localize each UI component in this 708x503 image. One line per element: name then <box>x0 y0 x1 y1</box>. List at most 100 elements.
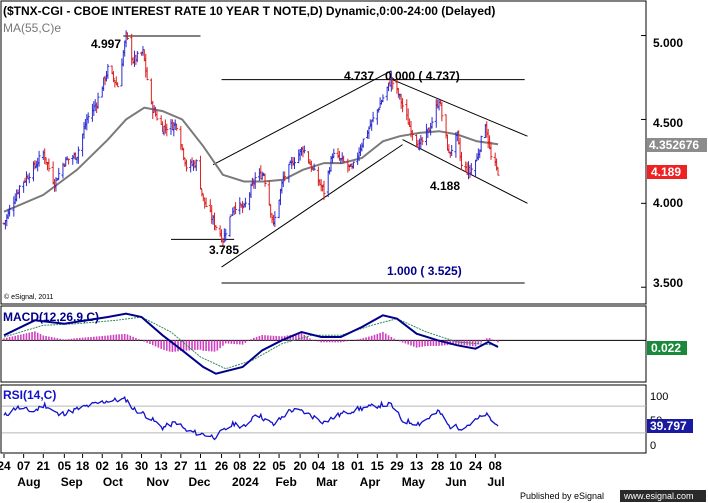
x-day-label: 15 <box>371 459 385 473</box>
price-bar <box>194 159 198 172</box>
price-bar <box>47 158 51 172</box>
macd-value-badge <box>647 341 687 355</box>
fib-0-label: 0.000 ( 4.737) <box>385 69 460 83</box>
price-bar <box>214 225 218 231</box>
x-day-label: 07 <box>17 459 31 473</box>
trendline-channel-upper <box>212 70 392 166</box>
x-day-label: 21 <box>37 459 51 473</box>
x-day-label: 04 <box>312 459 326 473</box>
footer-published: Published by eSignal <box>520 491 604 501</box>
price-bar <box>37 150 41 167</box>
rsi-panel-frame <box>0 384 647 454</box>
price-tick-4500: 4.500 <box>653 116 683 130</box>
x-month-label: Feb <box>275 475 296 489</box>
price-bar <box>17 185 21 199</box>
price-bar <box>54 177 58 192</box>
x-day-label: 24 <box>0 459 11 473</box>
price-bar <box>165 123 169 137</box>
macd-signal-line <box>3 316 499 370</box>
rsi-line <box>3 396 499 441</box>
x-day-label: 08 <box>233 459 247 473</box>
price-bar <box>27 172 31 184</box>
price-bar <box>440 101 444 122</box>
price-bar <box>228 216 232 237</box>
price-bar <box>224 228 228 242</box>
x-day-label: 27 <box>174 459 188 473</box>
x-day-label: 13 <box>410 459 424 473</box>
x-month-label: May <box>402 475 426 489</box>
x-month-label: Aug <box>17 475 40 489</box>
price-bar <box>420 137 424 146</box>
trendline-channel-lower <box>221 144 403 268</box>
price-bar <box>361 138 365 148</box>
price-bar <box>184 159 188 172</box>
price-bar <box>450 144 454 157</box>
ma-indicator-label: MA(55,C)e <box>3 21 61 35</box>
x-day-label: 02 <box>96 459 110 473</box>
ma-55-line <box>3 106 499 213</box>
price-tick-5000: 5.000 <box>653 36 683 50</box>
price-bar <box>479 135 483 153</box>
price-bar <box>96 92 100 109</box>
price-bar <box>263 173 267 187</box>
price-bar <box>126 32 129 40</box>
price-bar <box>67 158 71 165</box>
macd-value-text: 0.022 <box>651 341 681 355</box>
price-bar <box>391 78 395 90</box>
price-bar <box>273 211 277 228</box>
ma-value-badge <box>647 138 707 152</box>
x-month-label: Sep <box>61 475 83 489</box>
x-day-label: 10 <box>449 459 463 473</box>
x-day-label: 28 <box>431 459 445 473</box>
price-bar <box>116 82 120 88</box>
x-day-label: 13 <box>155 459 169 473</box>
x-day-label: 29 <box>390 459 404 473</box>
price-bar <box>371 111 375 123</box>
rsi-tick-100: 100 <box>650 391 668 403</box>
price-bar <box>381 94 385 103</box>
trendline-falling-lower <box>402 139 528 204</box>
price-bar <box>312 163 316 171</box>
chart-title: ($TNX-CGI - CBOE INTEREST RATE 10 YEAR T… <box>3 4 495 18</box>
price-bar <box>496 167 500 176</box>
price-bar <box>302 145 306 154</box>
price-bar <box>86 112 90 124</box>
price-tick-4000: 4.000 <box>653 196 683 210</box>
price-bar <box>367 126 371 139</box>
price-bar <box>198 155 202 190</box>
fib-1-label: 1.000 ( 3.525) <box>387 264 462 278</box>
x-month-label: Apr <box>360 475 381 489</box>
last-price-badge <box>647 165 687 179</box>
price-bar <box>55 179 59 181</box>
trendline-falling-upper <box>391 78 528 137</box>
price-bar <box>287 163 291 183</box>
low-label: 3.785 <box>209 243 239 257</box>
price-bar <box>410 130 414 141</box>
rsi-tick-0: 0 <box>650 440 656 452</box>
x-day-label: 05 <box>272 459 286 473</box>
footer-site[interactable]: www.esignal.com <box>623 491 694 501</box>
price-panel-frame <box>0 0 647 305</box>
price-bar <box>234 202 238 215</box>
price-bar <box>293 157 297 169</box>
x-month-label: Jun <box>445 475 466 489</box>
price-bar <box>389 71 393 92</box>
high-label: 4.997 <box>91 37 121 51</box>
x-month-label: Dec <box>188 475 210 489</box>
price-bar <box>401 98 405 113</box>
swing-high-label: 4.737 <box>344 69 374 83</box>
price-bar <box>135 51 139 63</box>
price-bar <box>489 141 493 160</box>
price-bar <box>145 67 149 81</box>
x-day-label: 24 <box>469 459 483 473</box>
price-bar <box>106 64 110 79</box>
price-bar <box>430 117 434 129</box>
x-day-label: 16 <box>115 459 129 473</box>
copyright-text: © eSignal, 2011 <box>4 293 54 301</box>
price-bar <box>322 180 326 200</box>
macd-line <box>3 312 499 375</box>
price-bar <box>249 183 253 198</box>
price-tick-3500: 3.500 <box>653 276 683 290</box>
price-bar <box>377 107 381 113</box>
ma-value-text: 4.352676 <box>649 138 699 152</box>
